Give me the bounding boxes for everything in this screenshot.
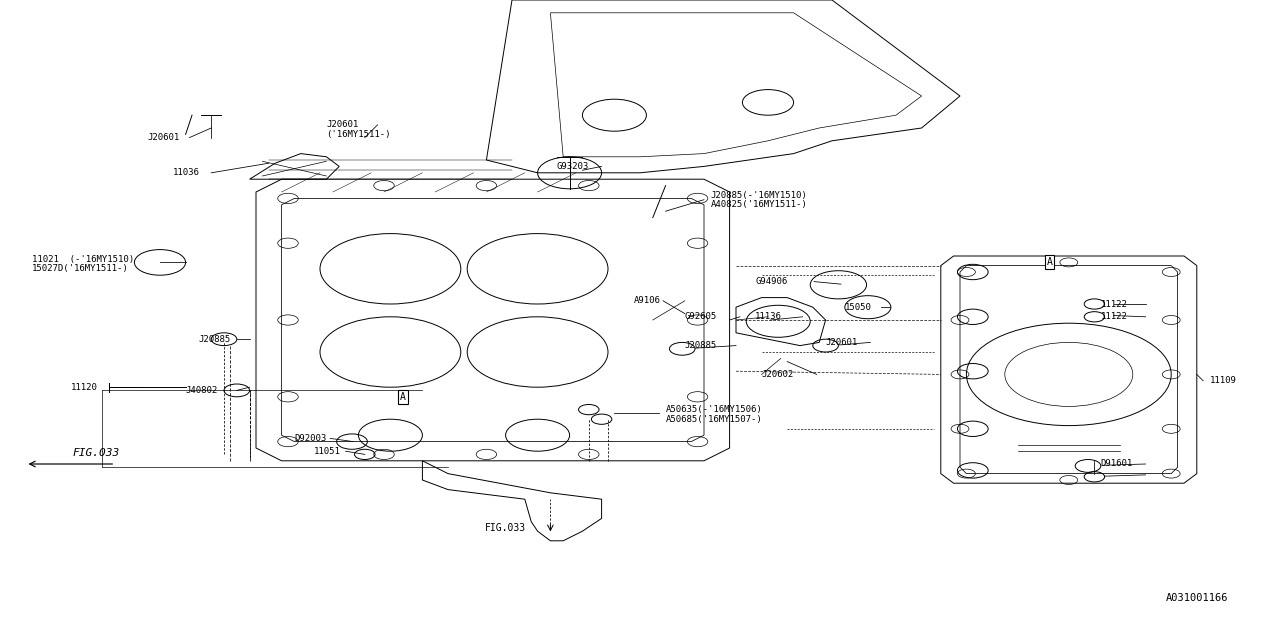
Text: J20885(-'16MY1510): J20885(-'16MY1510) xyxy=(710,191,808,200)
Text: J20602: J20602 xyxy=(762,370,794,379)
Text: A: A xyxy=(1047,257,1052,268)
Text: J20601: J20601 xyxy=(147,133,179,142)
Text: 11122: 11122 xyxy=(1101,300,1128,308)
Text: A50685('16MY1507-): A50685('16MY1507-) xyxy=(666,415,763,424)
Text: 11136: 11136 xyxy=(755,312,782,321)
Text: 11120: 11120 xyxy=(70,383,97,392)
Text: A50635(-'16MY1506): A50635(-'16MY1506) xyxy=(666,405,763,414)
Text: 15050: 15050 xyxy=(845,303,872,312)
Text: 11122: 11122 xyxy=(1101,312,1128,321)
Text: A40825('16MY1511-): A40825('16MY1511-) xyxy=(710,200,808,209)
Text: 15027D('16MY1511-): 15027D('16MY1511-) xyxy=(32,264,129,273)
Text: A: A xyxy=(401,392,406,402)
Text: J20885: J20885 xyxy=(685,341,717,350)
Text: ('16MY1511-): ('16MY1511-) xyxy=(326,130,390,139)
Text: J40802: J40802 xyxy=(186,386,218,395)
Text: G94906: G94906 xyxy=(755,277,787,286)
Text: J20885: J20885 xyxy=(198,335,230,344)
Text: FIG.033: FIG.033 xyxy=(485,523,526,533)
Text: 11051: 11051 xyxy=(314,447,340,456)
Text: A9106: A9106 xyxy=(634,296,660,305)
Text: D92003: D92003 xyxy=(294,434,326,443)
Text: G93203: G93203 xyxy=(557,162,589,171)
Text: FIG.033: FIG.033 xyxy=(73,447,119,458)
Text: 11021  (-'16MY1510): 11021 (-'16MY1510) xyxy=(32,255,134,264)
Text: G92605: G92605 xyxy=(685,312,717,321)
Text: A031001166: A031001166 xyxy=(1166,593,1229,604)
Text: J20601: J20601 xyxy=(826,338,858,347)
Text: J20601: J20601 xyxy=(326,120,358,129)
Text: 11036: 11036 xyxy=(173,168,200,177)
Text: D91601: D91601 xyxy=(1101,460,1133,468)
Text: 11109: 11109 xyxy=(1210,376,1236,385)
